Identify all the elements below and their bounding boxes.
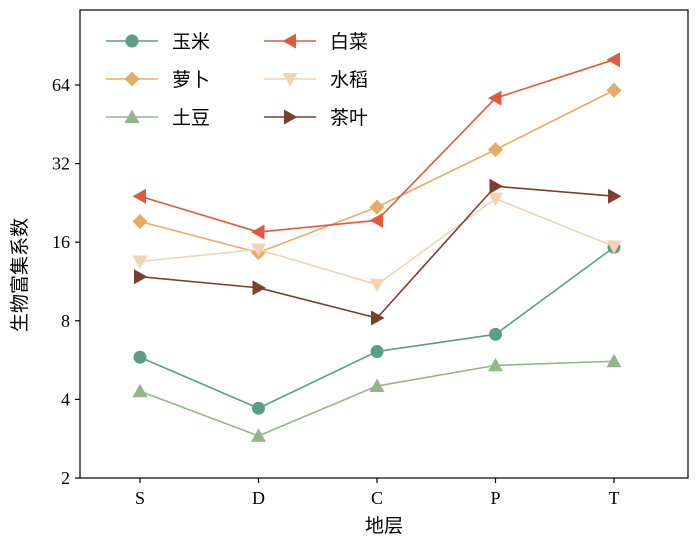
data-point	[134, 269, 148, 285]
legend-label: 萝卜	[172, 69, 210, 91]
y-axis-label: 生物富集系数	[9, 218, 31, 332]
x-axis-label: 地层	[365, 515, 403, 537]
legend-marker	[282, 33, 296, 49]
y-tick-label: 16	[52, 232, 70, 252]
data-point	[370, 345, 384, 359]
data-point	[488, 142, 503, 158]
legend-item: 玉米	[106, 31, 210, 53]
data-point	[369, 278, 385, 293]
data-point	[132, 214, 148, 230]
y-tick-label: 64	[52, 75, 70, 95]
data-point	[488, 192, 503, 207]
plot-frame	[79, 9, 689, 479]
y-tick-label: 8	[61, 311, 70, 331]
data-point	[251, 224, 265, 240]
series-line	[139, 89, 615, 254]
legend-item: 萝卜	[106, 69, 210, 91]
data-point	[251, 428, 266, 442]
x-tick-label: T	[609, 488, 620, 508]
x-tick-label: P	[490, 488, 500, 508]
data-point	[489, 178, 503, 194]
legend-label: 水稻	[330, 69, 368, 91]
legend-label: 茶叶	[330, 107, 368, 129]
legend-label: 土豆	[172, 107, 210, 129]
legend-marker	[284, 109, 298, 125]
x-tick-label: C	[371, 488, 383, 508]
data-point	[488, 90, 502, 106]
data-point	[606, 52, 620, 68]
data-point	[252, 280, 266, 296]
y-axis: 2 4 8 16 32 64	[52, 75, 80, 488]
y-tick-label: 32	[52, 154, 70, 174]
legend-marker	[125, 34, 139, 48]
data-point	[132, 383, 148, 398]
data-point	[132, 255, 148, 269]
data-point	[369, 199, 385, 215]
y-tick-label: 2	[61, 468, 70, 488]
data-point	[133, 350, 147, 364]
series-line	[139, 360, 615, 437]
y-tick-label: 4	[61, 389, 70, 409]
data-point	[251, 243, 266, 258]
data-point	[606, 353, 622, 368]
legend-label: 玉米	[172, 31, 210, 53]
series-水稻	[132, 192, 622, 293]
data-point	[252, 401, 265, 415]
data-point	[369, 212, 383, 228]
series-layer	[132, 52, 622, 442]
data-point	[606, 240, 622, 255]
data-point	[371, 310, 385, 326]
legend-item: 茶叶	[264, 107, 368, 129]
x-tick-label: S	[135, 488, 145, 508]
data-point	[132, 188, 146, 204]
legend-marker	[124, 109, 140, 123]
data-point	[488, 357, 503, 372]
series-白菜	[132, 52, 620, 240]
data-point	[369, 378, 385, 393]
legend-marker	[282, 73, 298, 87]
data-point	[606, 82, 622, 98]
x-tick-label: D	[252, 488, 265, 508]
legend-item: 土豆	[106, 107, 210, 129]
data-point	[608, 188, 622, 204]
legend-marker	[124, 71, 140, 87]
series-茶叶	[134, 178, 622, 326]
legend-item: 水稻	[264, 69, 368, 91]
data-point	[489, 327, 502, 341]
legend-label: 白菜	[330, 31, 368, 53]
legend-item: 白菜	[264, 31, 368, 53]
series-土豆	[132, 353, 622, 442]
plot-area: 2 4 8 16 32 64 S D C P T	[52, 9, 689, 508]
